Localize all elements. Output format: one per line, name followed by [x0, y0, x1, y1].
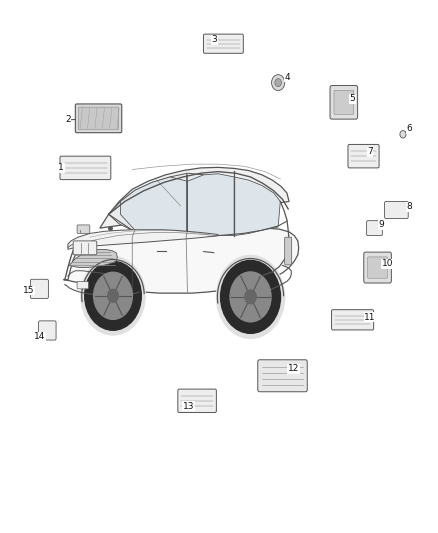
Circle shape: [108, 289, 118, 302]
Text: 12: 12: [288, 365, 299, 373]
FancyBboxPatch shape: [332, 310, 374, 330]
Text: 1: 1: [58, 164, 64, 172]
Circle shape: [230, 272, 271, 322]
FancyBboxPatch shape: [78, 107, 119, 130]
FancyBboxPatch shape: [75, 104, 122, 133]
Circle shape: [85, 261, 141, 330]
FancyBboxPatch shape: [178, 389, 216, 413]
Text: 14: 14: [34, 333, 45, 341]
Text: 6: 6: [406, 125, 413, 133]
Text: 8: 8: [406, 203, 413, 211]
FancyBboxPatch shape: [77, 281, 88, 289]
Circle shape: [221, 261, 280, 333]
FancyBboxPatch shape: [73, 241, 97, 255]
FancyBboxPatch shape: [367, 221, 382, 236]
Polygon shape: [109, 173, 204, 237]
Text: 2: 2: [65, 116, 71, 124]
Polygon shape: [187, 174, 234, 237]
FancyBboxPatch shape: [258, 360, 307, 392]
FancyBboxPatch shape: [60, 156, 111, 180]
FancyBboxPatch shape: [30, 279, 48, 298]
FancyBboxPatch shape: [77, 225, 90, 233]
FancyBboxPatch shape: [364, 252, 392, 283]
Text: 3: 3: [212, 36, 218, 44]
Circle shape: [400, 131, 406, 138]
FancyBboxPatch shape: [285, 237, 292, 265]
Polygon shape: [68, 230, 218, 249]
Text: 15: 15: [23, 286, 34, 295]
FancyBboxPatch shape: [334, 90, 354, 114]
FancyBboxPatch shape: [385, 201, 408, 219]
Circle shape: [216, 255, 285, 338]
Circle shape: [245, 290, 256, 304]
Text: 13: 13: [183, 402, 194, 410]
FancyBboxPatch shape: [203, 34, 244, 53]
Circle shape: [272, 75, 285, 91]
Text: 11: 11: [364, 313, 376, 321]
Text: 5: 5: [350, 94, 356, 103]
Polygon shape: [69, 249, 117, 268]
Circle shape: [94, 272, 132, 319]
Circle shape: [275, 78, 281, 86]
Text: 9: 9: [378, 221, 384, 229]
Circle shape: [81, 257, 145, 335]
FancyBboxPatch shape: [330, 85, 357, 119]
Polygon shape: [100, 167, 289, 228]
FancyBboxPatch shape: [348, 144, 379, 168]
FancyBboxPatch shape: [368, 257, 387, 278]
FancyBboxPatch shape: [39, 321, 56, 340]
Text: 7: 7: [367, 148, 373, 156]
Text: 4: 4: [284, 73, 290, 82]
Text: 10: 10: [382, 260, 393, 268]
Polygon shape: [234, 177, 280, 236]
Polygon shape: [120, 177, 187, 237]
Polygon shape: [64, 228, 299, 293]
